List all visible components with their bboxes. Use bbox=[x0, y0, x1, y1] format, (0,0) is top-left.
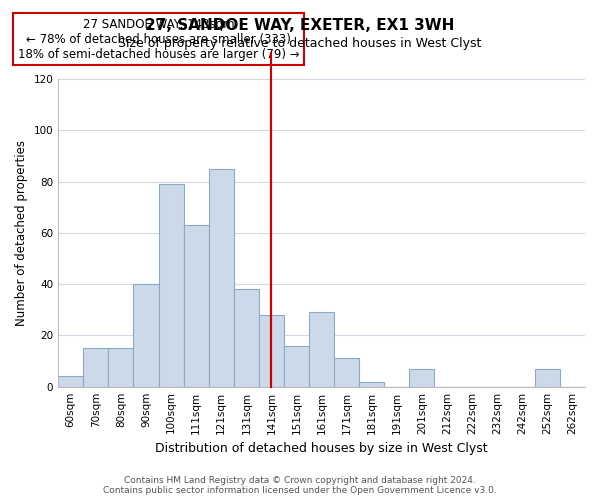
Bar bbox=[58, 376, 83, 386]
Text: Contains HM Land Registry data © Crown copyright and database right 2024.
Contai: Contains HM Land Registry data © Crown c… bbox=[103, 476, 497, 495]
Bar bbox=[184, 225, 209, 386]
Bar bbox=[409, 368, 434, 386]
X-axis label: Distribution of detached houses by size in West Clyst: Distribution of detached houses by size … bbox=[155, 442, 488, 455]
Bar bbox=[284, 346, 309, 387]
Bar bbox=[359, 382, 385, 386]
Bar bbox=[535, 368, 560, 386]
Bar bbox=[234, 289, 259, 386]
Bar bbox=[83, 348, 109, 387]
Y-axis label: Number of detached properties: Number of detached properties bbox=[15, 140, 28, 326]
Text: 27 SANDOE WAY: 143sqm
← 78% of detached houses are smaller (333)
18% of semi-det: 27 SANDOE WAY: 143sqm ← 78% of detached … bbox=[18, 18, 299, 60]
Bar bbox=[334, 358, 359, 386]
Bar bbox=[309, 312, 334, 386]
Bar bbox=[209, 168, 234, 386]
Bar bbox=[133, 284, 158, 386]
Bar bbox=[158, 184, 184, 386]
Text: 27, SANDOE WAY, EXETER, EX1 3WH: 27, SANDOE WAY, EXETER, EX1 3WH bbox=[145, 18, 455, 32]
Bar bbox=[259, 315, 284, 386]
Text: Size of property relative to detached houses in West Clyst: Size of property relative to detached ho… bbox=[118, 38, 482, 51]
Bar bbox=[109, 348, 133, 387]
